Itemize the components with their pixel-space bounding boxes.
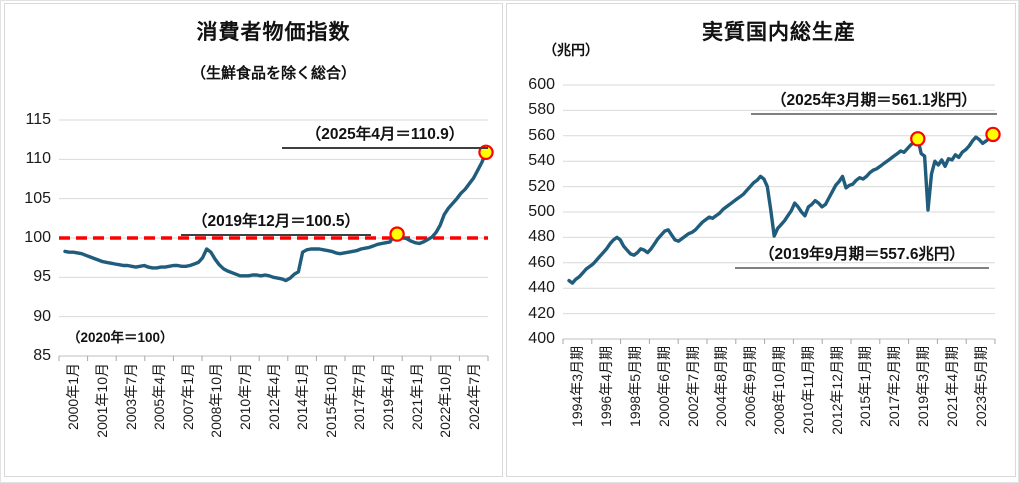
x-tick-label: 2024年7月	[465, 363, 482, 430]
y-tick-label: 600	[528, 76, 555, 93]
marker-point	[478, 144, 494, 160]
x-tick-label: 2000年6月期	[655, 346, 672, 427]
data-series-line	[63, 150, 488, 283]
y-tick-label: 115	[25, 111, 51, 128]
gdp-line-chart	[562, 84, 1001, 344]
x-tick-label: 2006年9月期	[742, 346, 759, 427]
cpi-annotation-2025-text: （2025年4月＝110.9）	[282, 122, 488, 149]
x-tick-label: 2012年4月	[265, 363, 282, 430]
gdp-annotation-2019: （2019年9月期＝557.6兆円）	[735, 242, 989, 269]
x-tick-label: 2007年1月	[179, 363, 196, 430]
y-tick-label: 500	[528, 203, 555, 220]
y-tick-label: 105	[24, 189, 51, 207]
x-tick-label: 2021年4月期	[943, 346, 960, 427]
x-tick-label: 2012年12月期	[828, 346, 845, 435]
y-tick-label: 420	[528, 304, 555, 322]
cpi-chart-title: 消費者物価指数	[196, 21, 351, 44]
x-tick-label: 1998年5月期	[627, 346, 643, 427]
cpi-chart-panel: 消費者物価指数 （生鮮食品を除く総合） （2025年4月＝110.9） （201…	[4, 3, 503, 477]
gdp-chart-title: 実質国内総生産	[702, 21, 856, 44]
cpi-line-chart	[58, 119, 494, 361]
y-tick-label: 540	[528, 152, 555, 170]
highlight-markers	[389, 144, 494, 242]
gdp-annotation-2019-text: （2019年9月期＝557.6兆円）	[735, 242, 989, 269]
gdp-annotation-2025-text: （2025年3月期＝561.1兆円）	[751, 88, 997, 115]
x-tick-label: 2001年10月	[93, 363, 110, 438]
x-tick-label: 2021年1月	[408, 363, 425, 430]
marker-point	[910, 131, 926, 147]
x-tick-label: 2017年7月	[351, 363, 368, 430]
gdp-chart-panel: 実質国内総生産 （兆円） （2025年3月期＝561.1兆円） （2019年9月…	[506, 3, 1016, 477]
y-tick-label: 560	[528, 126, 555, 144]
x-axis	[58, 355, 489, 361]
x-tick-label: 2015年1月期	[857, 346, 874, 427]
gridlines	[563, 84, 995, 340]
y-tick-label: 400	[528, 330, 555, 347]
x-tick-label: 2019年4月	[379, 363, 396, 430]
cpi-base-year-note: （2020年＝100）	[67, 330, 174, 345]
cpi-annotation-2025: （2025年4月＝110.9）	[282, 122, 488, 149]
y-tick-label: 90	[33, 307, 51, 325]
x-tick-label: 1994年3月期	[569, 346, 586, 427]
gdp-annotation-2025: （2025年3月期＝561.1兆円）	[751, 88, 997, 115]
x-tick-label: 2010年11月期	[799, 346, 816, 434]
y-tick-label: 85	[33, 347, 51, 364]
data-series-line	[567, 132, 995, 285]
x-axis	[562, 338, 996, 344]
highlight-markers	[910, 126, 1001, 147]
y-tick-label: 580	[528, 101, 555, 119]
y-tick-label: 480	[528, 228, 555, 246]
x-tick-label: 2008年10月期	[771, 346, 787, 435]
x-tick-label: 2008年10月	[208, 363, 225, 438]
gdp-unit-label: （兆円）	[543, 42, 599, 58]
x-tick-label: 2000年1月	[65, 363, 82, 430]
x-tick-label: 2002年7月期	[684, 346, 701, 427]
x-tick-label: 1996年4月期	[598, 346, 615, 427]
y-tick-label: 460	[528, 253, 555, 271]
x-tick-label: 2022年10月	[437, 363, 454, 438]
x-tick-label: 2017年2月期	[886, 346, 903, 427]
y-tick-label: 440	[528, 279, 555, 297]
y-tick-label: 95	[33, 268, 51, 286]
y-tick-label: 520	[528, 177, 555, 195]
x-tick-label: 2010年7月	[236, 363, 253, 430]
x-tick-label: 2003年7月	[122, 363, 139, 430]
x-tick-label: 2005年4月	[151, 363, 168, 430]
x-tick-label: 2023年5月期	[972, 346, 989, 427]
y-tick-label: 110	[25, 150, 51, 168]
x-tick-label: 2019年3月期	[915, 346, 931, 427]
cpi-annotation-2019: （2019年12月＝100.5）	[181, 209, 371, 236]
x-tick-label: 2015年10月	[322, 363, 339, 438]
cpi-annotation-2019-text: （2019年12月＝100.5）	[181, 209, 371, 236]
x-tick-label: 2014年1月	[294, 363, 311, 430]
marker-point	[389, 226, 405, 242]
marker-point	[985, 126, 1001, 143]
x-tick-label: 2004年8月期	[713, 346, 730, 427]
cpi-chart-subtitle: （生鮮食品を除く総合）	[190, 65, 356, 82]
y-tick-label: 100	[24, 229, 51, 246]
